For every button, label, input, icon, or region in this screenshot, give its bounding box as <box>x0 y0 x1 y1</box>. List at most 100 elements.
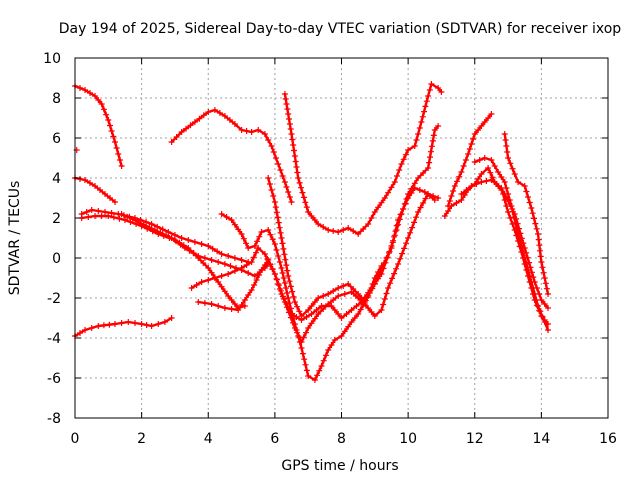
data-point-plus <box>216 110 223 116</box>
data-point-plus <box>173 238 179 245</box>
data-point-plus <box>82 327 88 333</box>
data-point-plus <box>283 101 290 107</box>
chart-title: Day 194 of 2025, Sidereal Day-to-day VTE… <box>59 21 622 37</box>
data-point-plus <box>350 286 357 292</box>
data-point-plus <box>282 96 289 102</box>
data-point-plus <box>108 210 115 216</box>
data-point-plus <box>388 184 395 191</box>
data-point-plus <box>471 131 478 137</box>
data-point-plus <box>325 347 332 353</box>
data-point-plus <box>532 220 539 227</box>
data-point-plus <box>378 307 385 313</box>
data-point-plus <box>285 273 292 279</box>
x-tick-label: 10 <box>399 431 417 447</box>
data-point-plus <box>501 197 508 203</box>
data-point-plus <box>413 137 420 143</box>
data-point-plus <box>191 119 198 125</box>
data-point-plus <box>428 148 434 155</box>
data-point-plus <box>241 297 248 303</box>
data-point-plus <box>208 269 215 276</box>
data-point-plus <box>501 179 508 185</box>
data-point-plus <box>448 193 455 199</box>
data-point-plus <box>405 235 412 241</box>
data-point-plus <box>118 320 125 326</box>
data-point-plus <box>289 319 296 326</box>
data-point-plus <box>335 311 342 317</box>
data-point-plus <box>340 227 347 233</box>
data-point-plus <box>95 323 102 329</box>
data-point-plus <box>423 98 430 105</box>
data-point-plus <box>371 281 378 287</box>
data-point-plus <box>358 295 365 301</box>
data-point-plus <box>478 179 485 185</box>
data-point-plus <box>113 145 120 151</box>
data-point-plus <box>540 269 547 276</box>
x-tick-label: 16 <box>599 431 617 447</box>
data-point-plus <box>381 260 387 266</box>
data-point-plus <box>536 242 543 249</box>
data-point-plus <box>397 255 404 262</box>
data-point-plus <box>275 281 282 287</box>
data-point-plus <box>507 160 514 167</box>
data-point-plus <box>268 187 275 193</box>
data-point-plus <box>422 103 429 110</box>
data-point-plus <box>428 143 435 150</box>
data-point-plus <box>215 259 222 265</box>
data-point-plus <box>231 268 238 274</box>
data-point-plus <box>409 224 416 231</box>
data-point-plus <box>271 199 278 205</box>
data-point-plus <box>345 225 352 231</box>
data-point-plus <box>368 309 375 315</box>
data-point-plus <box>343 311 350 317</box>
data-point-plus <box>305 209 312 215</box>
data-point-plus <box>290 142 297 148</box>
data-point-plus <box>401 245 408 252</box>
data-point-plus <box>545 321 551 327</box>
data-point-plus <box>425 93 432 99</box>
data-point-plus <box>100 106 107 113</box>
data-point-plus <box>311 299 318 305</box>
data-point-plus <box>435 123 442 129</box>
y-tick-label: -4 <box>47 331 61 347</box>
data-point-plus <box>195 299 202 305</box>
data-point-plus <box>106 321 113 328</box>
data-point-plus <box>325 227 332 233</box>
data-point-plus <box>530 274 537 281</box>
data-point-plus <box>281 280 288 286</box>
data-point-plus <box>248 259 255 265</box>
data-point-plus <box>509 221 516 227</box>
data-point-plus <box>458 197 465 203</box>
data-point-plus <box>301 356 308 363</box>
data-point-plus <box>511 214 518 221</box>
data-point-plus <box>273 247 280 253</box>
data-point-plus <box>154 223 161 230</box>
data-point-plus <box>211 275 218 281</box>
data-point-plus <box>261 251 268 257</box>
data-point-plus <box>393 222 400 229</box>
data-point-plus <box>228 297 235 303</box>
data-point-plus <box>371 209 378 215</box>
data-point-plus <box>502 137 509 143</box>
data-point-plus <box>155 321 162 327</box>
data-point-plus <box>391 179 398 185</box>
data-point-plus <box>255 127 262 133</box>
data-point-plus <box>218 273 225 279</box>
data-point-plus <box>266 181 273 187</box>
data-point-plus <box>205 277 212 283</box>
data-point-plus <box>315 311 322 317</box>
data-point-plus <box>481 155 488 161</box>
data-point-plus <box>103 111 110 118</box>
data-point-plus <box>269 266 276 273</box>
data-point-plus <box>340 283 347 289</box>
data-point-plus <box>485 115 492 121</box>
data-point-plus <box>328 303 335 309</box>
data-point-plus <box>369 285 376 292</box>
data-point-plus <box>430 132 437 139</box>
data-point-plus <box>512 219 519 226</box>
data-point-plus <box>451 183 458 189</box>
data-point-plus <box>143 322 150 328</box>
data-point-plus <box>251 273 258 279</box>
x-tick-label: 0 <box>71 431 80 447</box>
data-point-plus <box>521 261 528 267</box>
data-point-plus <box>407 229 414 236</box>
